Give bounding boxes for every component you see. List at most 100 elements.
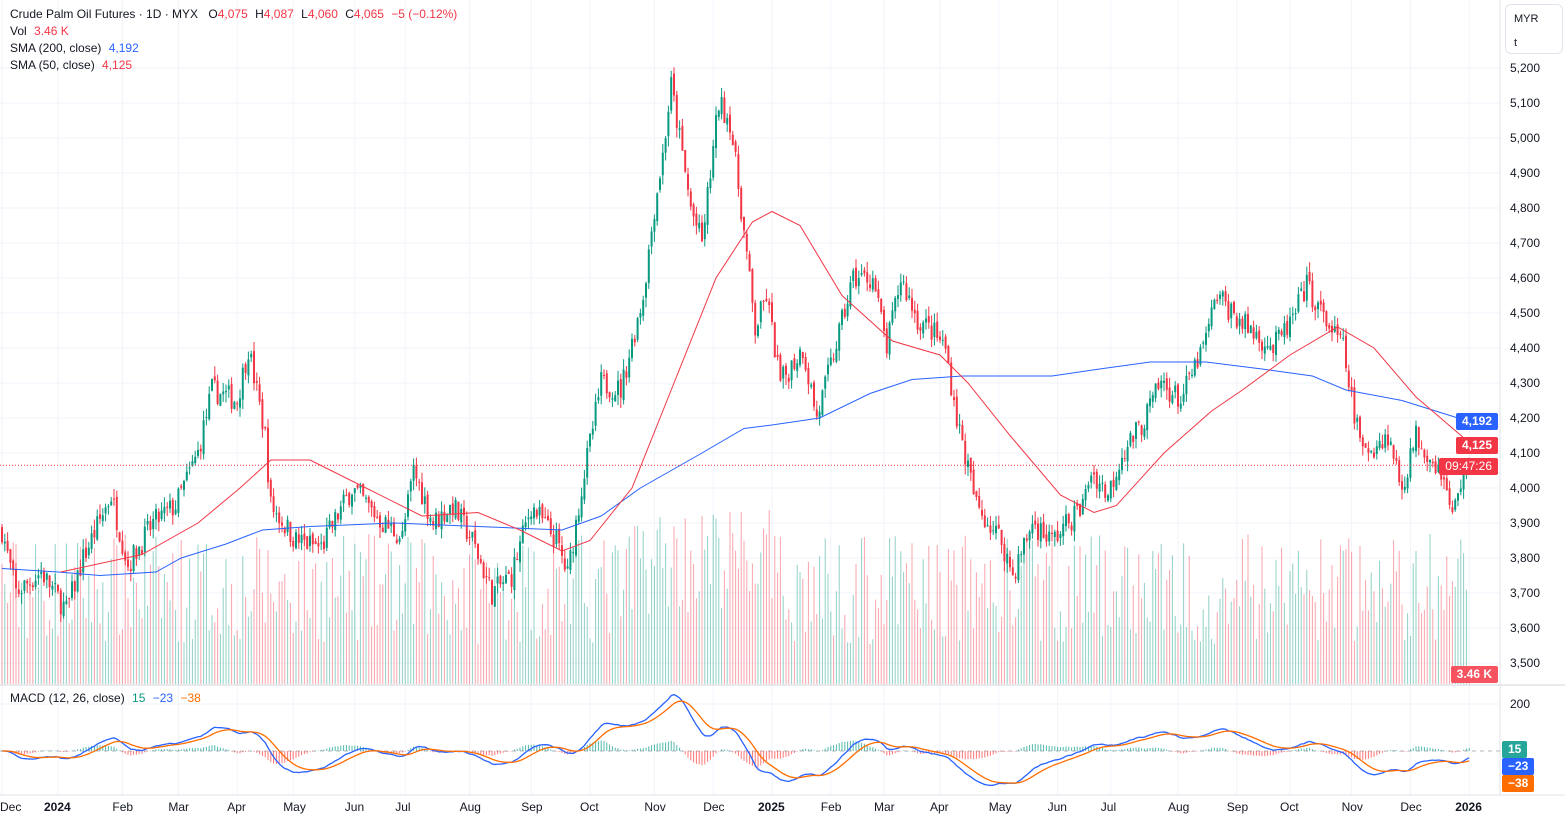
volume-bar bbox=[429, 609, 431, 684]
macd-histogram-bar bbox=[967, 751, 969, 760]
macd-histogram-bar bbox=[777, 751, 779, 759]
volume-bar bbox=[802, 578, 804, 684]
macd-histogram-bar bbox=[485, 751, 487, 756]
candle-body bbox=[639, 313, 642, 318]
volume-bar bbox=[12, 542, 14, 684]
candle-body bbox=[135, 548, 138, 560]
candle-body bbox=[199, 448, 202, 452]
candle-body bbox=[1305, 275, 1308, 301]
macd-histogram-bar bbox=[900, 751, 902, 752]
volume-bar bbox=[499, 591, 501, 684]
macd-histogram-bar bbox=[911, 751, 913, 752]
macd-histogram-bar bbox=[858, 742, 860, 751]
macd-histogram-bar bbox=[365, 747, 367, 751]
candle-body bbox=[1255, 331, 1258, 339]
volume-bar bbox=[1079, 546, 1081, 684]
volume-bar bbox=[600, 566, 602, 684]
volume-bar bbox=[583, 603, 585, 684]
volume-bar bbox=[1337, 576, 1339, 684]
macd-histogram-bar bbox=[589, 743, 591, 751]
macd-histogram-bar bbox=[1068, 746, 1070, 751]
macd-histogram-bar bbox=[211, 745, 213, 751]
candle-body bbox=[1261, 341, 1263, 351]
candle-body bbox=[253, 351, 255, 384]
candle-body bbox=[1272, 344, 1275, 354]
volume-bar bbox=[1054, 627, 1056, 684]
volume-bar bbox=[964, 535, 966, 684]
macd-histogram-bar bbox=[407, 749, 409, 751]
candle-body bbox=[1249, 325, 1252, 334]
candle-body bbox=[1331, 325, 1333, 333]
candle-body bbox=[765, 298, 768, 301]
macd-histogram-bar bbox=[945, 751, 947, 754]
candle-body bbox=[748, 254, 751, 272]
volume-bar bbox=[1071, 628, 1073, 684]
macd-histogram-bar bbox=[1233, 751, 1235, 753]
macd-histogram-bar bbox=[219, 747, 221, 751]
volume-bar bbox=[813, 566, 815, 684]
volume-bar bbox=[889, 538, 891, 684]
volume-bar bbox=[726, 588, 728, 684]
macd-histogram-bar bbox=[105, 745, 107, 751]
candle-body bbox=[594, 401, 597, 426]
candle-body bbox=[485, 576, 488, 578]
macd-histogram-bar bbox=[1370, 751, 1372, 758]
macd-histogram-bar bbox=[1236, 751, 1238, 754]
candle-body bbox=[393, 522, 395, 537]
volume-bar bbox=[757, 583, 759, 684]
price-tick-label: 3,600 bbox=[1510, 621, 1541, 635]
volume-bar bbox=[382, 584, 384, 684]
candle-body bbox=[351, 494, 353, 507]
macd-histogram-bar bbox=[536, 745, 538, 751]
macd-histogram-bar bbox=[807, 749, 809, 751]
candle-body bbox=[983, 515, 986, 527]
macd-histogram-bar bbox=[810, 749, 812, 751]
candle-body bbox=[491, 580, 493, 605]
macd-histogram-bar bbox=[1264, 751, 1266, 757]
macd-histogram-bar bbox=[1418, 746, 1420, 751]
candle-body bbox=[558, 528, 561, 544]
candle-body bbox=[964, 441, 967, 465]
candle-body bbox=[15, 569, 17, 589]
macd-histogram-bar bbox=[872, 747, 874, 751]
macd-histogram-bar bbox=[180, 749, 182, 751]
candle-body bbox=[1328, 325, 1331, 329]
candle-body bbox=[1112, 479, 1115, 487]
candle-body bbox=[12, 560, 15, 571]
macd-histogram-bar bbox=[205, 746, 207, 751]
macd-histogram-bar bbox=[60, 751, 62, 752]
volume-bar bbox=[399, 565, 401, 684]
macd-histogram-bar bbox=[637, 748, 639, 751]
volume-bar bbox=[634, 526, 636, 684]
volume-bar bbox=[222, 587, 224, 684]
currency-unit-selector[interactable]: MYR t bbox=[1505, 4, 1563, 54]
volume-bar bbox=[567, 570, 569, 684]
volume-bar bbox=[1351, 551, 1353, 684]
candle-body bbox=[661, 152, 664, 176]
time-tick-label: Feb bbox=[112, 800, 134, 814]
candle-body bbox=[345, 495, 348, 497]
candle-body bbox=[129, 568, 132, 572]
macd-histogram-bar bbox=[432, 751, 434, 753]
macd-histogram-bar bbox=[987, 751, 989, 757]
currency-label: MYR bbox=[1514, 13, 1539, 25]
candle-body bbox=[194, 456, 197, 464]
candle-body bbox=[1123, 458, 1126, 460]
candle-body bbox=[1193, 359, 1196, 376]
candle-body bbox=[703, 222, 706, 240]
candle-body bbox=[1356, 417, 1359, 422]
macd-histogram-bar bbox=[471, 751, 473, 753]
volume-bar bbox=[172, 553, 174, 684]
volume-bar bbox=[1370, 572, 1372, 684]
volume-bar bbox=[1065, 626, 1067, 684]
volume-bar bbox=[57, 635, 59, 684]
volume-bar bbox=[1320, 539, 1322, 684]
volume-bar bbox=[541, 604, 543, 684]
macd-histogram-bar bbox=[1219, 747, 1221, 751]
volume-bar bbox=[306, 610, 308, 684]
candle-body bbox=[591, 428, 594, 435]
candle-body bbox=[1322, 302, 1325, 313]
candle-body bbox=[1028, 531, 1031, 541]
candle-body bbox=[947, 346, 950, 363]
